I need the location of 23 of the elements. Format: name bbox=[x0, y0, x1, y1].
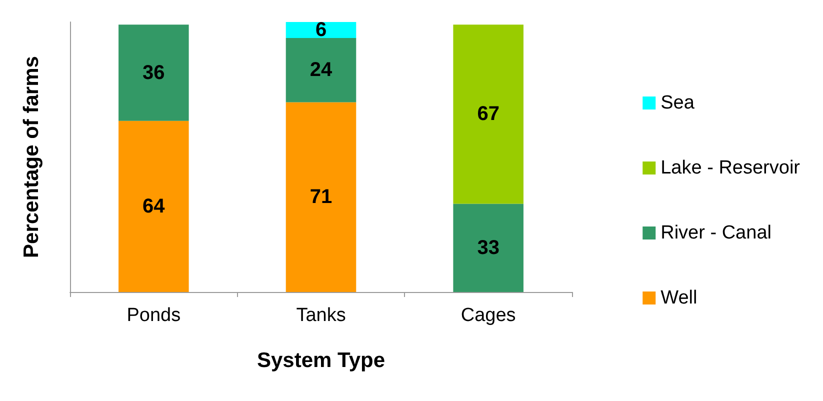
data-label: 36 bbox=[142, 62, 165, 84]
data-label: 33 bbox=[477, 236, 500, 259]
x-tick-label: Cages bbox=[460, 305, 516, 326]
legend-label: Lake - Reservoir bbox=[660, 158, 801, 178]
legend-label: Sea bbox=[660, 92, 695, 114]
bar bbox=[453, 204, 524, 292]
y-axis-title: Percentage of farms bbox=[20, 56, 43, 258]
x-axis-title: System Type bbox=[257, 349, 385, 372]
bar bbox=[286, 102, 356, 292]
bar bbox=[118, 24, 189, 121]
data-label: 24 bbox=[310, 59, 333, 82]
bar bbox=[453, 24, 524, 204]
legend-label: Well bbox=[660, 288, 698, 308]
bar bbox=[286, 38, 356, 102]
data-label: 71 bbox=[310, 186, 332, 208]
data-label: 64 bbox=[142, 195, 166, 218]
bar bbox=[286, 22, 356, 38]
bar bbox=[118, 120, 189, 292]
legend-label: River - Canal bbox=[660, 222, 772, 244]
x-tick-label: Tanks bbox=[296, 305, 346, 326]
x-tick-label: Ponds bbox=[126, 305, 181, 326]
data-label: 67 bbox=[477, 103, 500, 126]
data-label: 6 bbox=[315, 19, 327, 42]
